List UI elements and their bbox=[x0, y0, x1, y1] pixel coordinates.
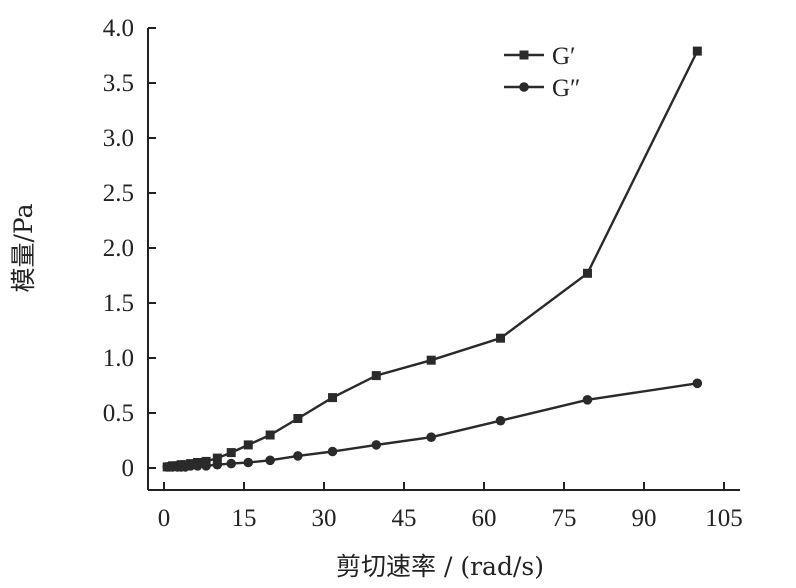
x-axis-title: 剪切速率 / (rad/s) bbox=[336, 552, 544, 581]
data-point bbox=[243, 457, 254, 468]
series-layer bbox=[162, 46, 703, 472]
data-point bbox=[426, 355, 436, 365]
data-point bbox=[212, 453, 222, 463]
legend-label: G″ bbox=[552, 75, 580, 102]
x-tick-label: 15 bbox=[232, 505, 257, 532]
data-point bbox=[371, 371, 381, 381]
data-point bbox=[328, 393, 338, 403]
x-tick-label: 45 bbox=[392, 505, 417, 532]
data-point bbox=[327, 446, 338, 457]
data-point bbox=[226, 458, 236, 469]
x-tick-label: 60 bbox=[472, 505, 497, 532]
y-tick-label: 2.5 bbox=[103, 180, 134, 207]
y-tick-label: 4.0 bbox=[103, 15, 134, 42]
data-point bbox=[582, 268, 592, 278]
x-tick-label: 90 bbox=[632, 505, 657, 532]
y-tick-label: 0.5 bbox=[103, 400, 134, 427]
y-tick-label: 3.0 bbox=[103, 125, 134, 152]
data-point bbox=[265, 455, 275, 466]
data-point bbox=[212, 459, 223, 470]
data-point bbox=[495, 415, 506, 426]
y-tick-label: 2.0 bbox=[103, 235, 134, 262]
legend-label: G′ bbox=[552, 43, 576, 70]
x-tick-label: 75 bbox=[552, 505, 577, 532]
x-tick-label: 0 bbox=[158, 505, 171, 532]
data-point bbox=[582, 395, 593, 405]
y-tick-label: 1.0 bbox=[103, 345, 134, 372]
data-point bbox=[201, 461, 211, 471]
data-point bbox=[226, 448, 236, 458]
axes: 0 0.5 1.0 1.5 2.0 2.5 3.0 3.5 4.0 0 15 30 45 60 75 90 10… bbox=[103, 15, 743, 532]
x-tick-label: 30 bbox=[312, 505, 337, 532]
series-g-double-prime bbox=[162, 378, 703, 472]
data-point bbox=[243, 440, 253, 450]
y-tick-label: 0 bbox=[122, 455, 135, 482]
data-point bbox=[185, 461, 196, 471]
series-line bbox=[167, 382, 698, 469]
legend: G′ G″ bbox=[504, 43, 580, 102]
data-point bbox=[293, 414, 303, 423]
y-tick-label: 3.5 bbox=[103, 70, 134, 97]
data-point bbox=[692, 46, 702, 56]
series-g-prime bbox=[162, 46, 702, 472]
legend-item: G″ bbox=[504, 75, 580, 102]
y-tick-label: 1.5 bbox=[103, 290, 134, 317]
data-point bbox=[426, 432, 437, 443]
x-tick-label: 105 bbox=[705, 505, 743, 532]
legend-item: G′ bbox=[504, 43, 576, 70]
legend-marker bbox=[519, 50, 529, 60]
data-point bbox=[293, 451, 303, 461]
data-point bbox=[371, 440, 382, 450]
data-point bbox=[496, 333, 506, 343]
series-line bbox=[167, 50, 699, 469]
y-axis-title: 模量/Pa bbox=[9, 203, 38, 292]
data-point bbox=[192, 461, 203, 471]
data-point bbox=[692, 378, 703, 389]
data-point bbox=[265, 430, 275, 440]
legend-marker bbox=[519, 82, 529, 92]
